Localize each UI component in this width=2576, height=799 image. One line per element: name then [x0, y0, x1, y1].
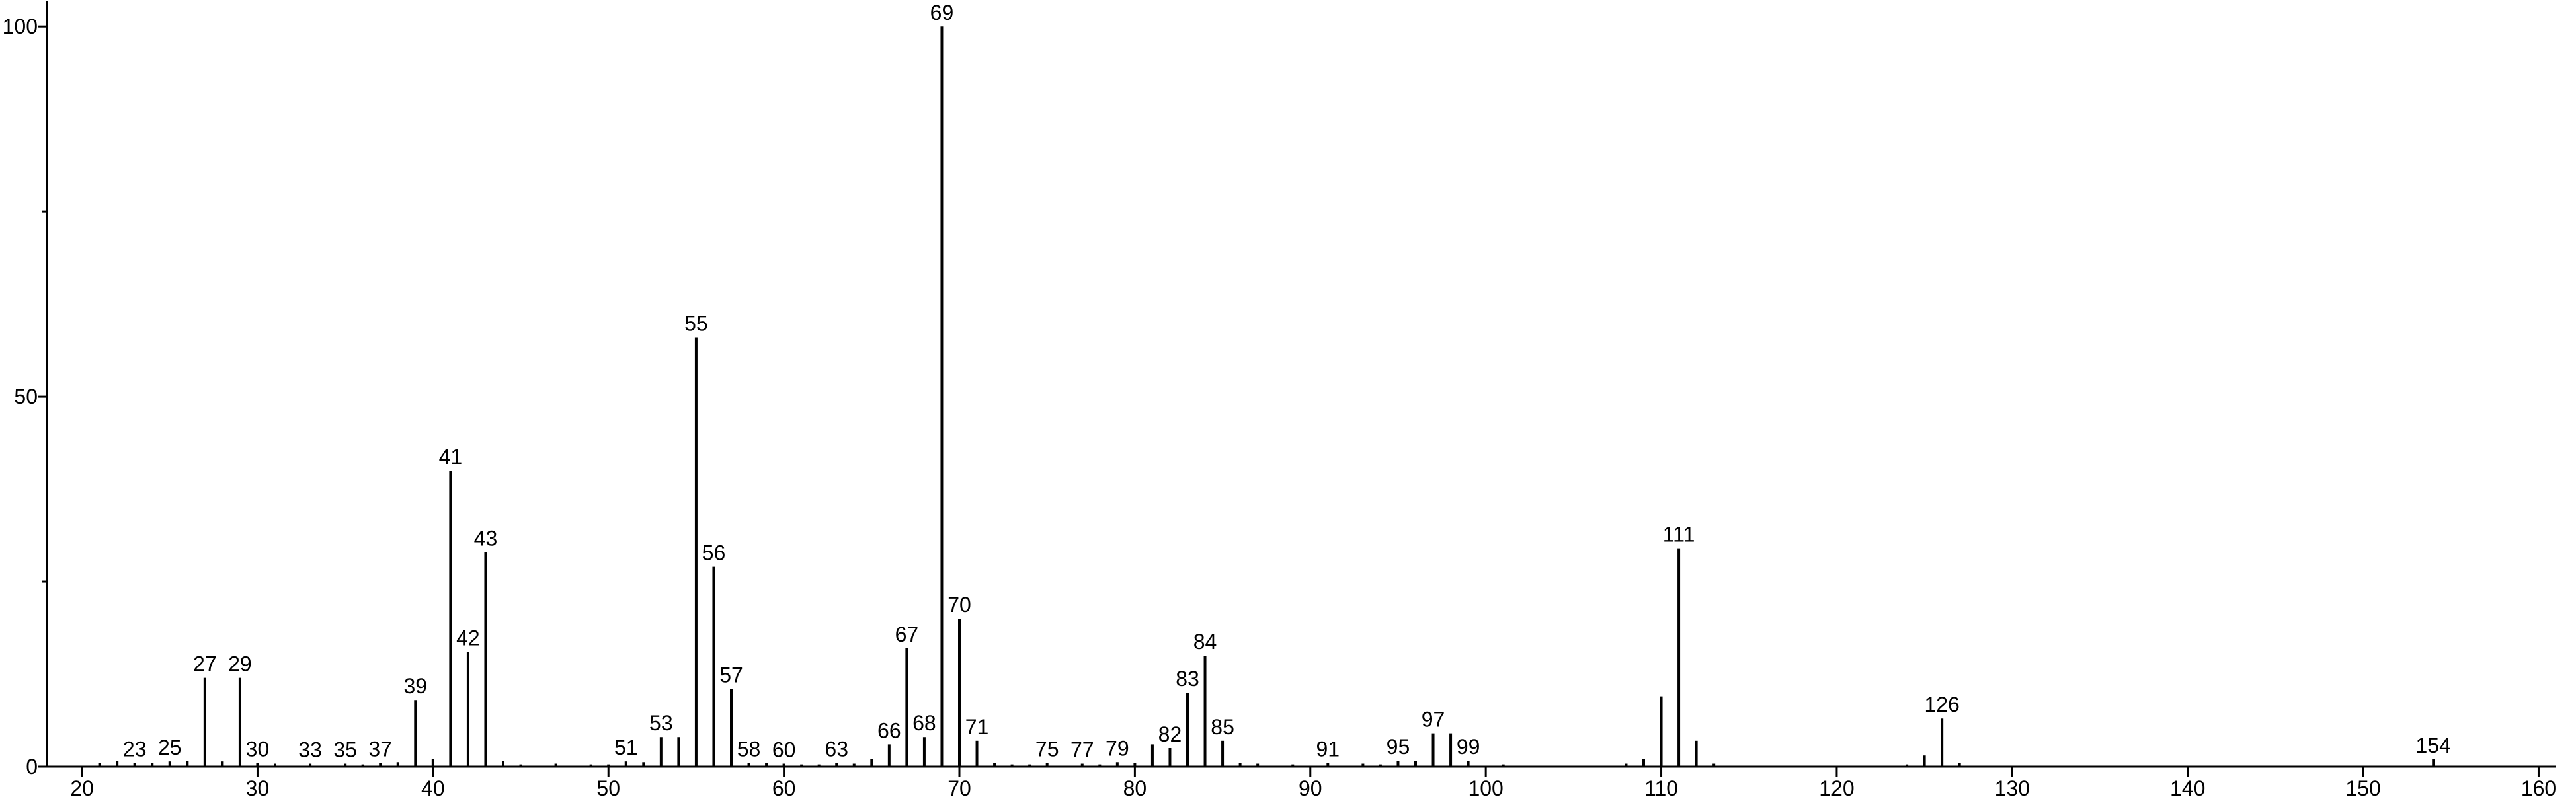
peak-label: 154	[2416, 734, 2451, 757]
x-tick-label: 60	[772, 777, 796, 799]
x-tick-label: 30	[246, 777, 270, 799]
peak-label: 69	[930, 1, 954, 24]
peak-label: 29	[228, 652, 252, 676]
x-tick-label: 140	[2170, 777, 2205, 799]
peak-label: 77	[1070, 738, 1094, 762]
x-tick-label: 90	[1299, 777, 1322, 799]
peak-label: 84	[1193, 630, 1217, 654]
peak-label: 60	[772, 738, 796, 762]
peak-label: 58	[737, 737, 761, 761]
peak-label: 33	[298, 738, 322, 762]
x-tick-label: 20	[70, 777, 94, 799]
x-tick-label: 70	[947, 777, 971, 799]
peak-label: 63	[825, 737, 848, 761]
peak-label: 57	[719, 663, 743, 687]
peak-label: 83	[1176, 667, 1199, 691]
peak-label: 126	[1924, 693, 1959, 716]
x-tick-label: 150	[2345, 777, 2380, 799]
y-tick-label: 0	[26, 755, 38, 779]
peak-label: 25	[158, 736, 182, 759]
x-tick-label: 110	[1644, 777, 1678, 799]
peak-label: 42	[456, 626, 480, 650]
y-tick-label: 50	[14, 385, 38, 408]
peak-label: 27	[193, 652, 217, 676]
peak-label: 75	[1035, 737, 1059, 761]
peak-label: 55	[684, 312, 708, 336]
peak-label: 43	[474, 526, 498, 550]
peak-label: 53	[649, 711, 673, 735]
x-tick-label: 80	[1123, 777, 1147, 799]
y-tick-label: 100	[3, 15, 38, 38]
peak-label: 91	[1316, 737, 1340, 761]
x-tick-label: 40	[421, 777, 445, 799]
peak-label: 35	[333, 738, 357, 762]
peak-label: 68	[912, 711, 936, 735]
peak-label: 30	[246, 737, 270, 761]
x-tick-label: 50	[596, 777, 620, 799]
x-tick-label: 160	[2521, 777, 2556, 799]
peak-label: 51	[614, 736, 638, 759]
peak-label: 39	[404, 674, 428, 698]
peak-label: 79	[1106, 736, 1129, 760]
x-tick-label: 120	[1819, 777, 1854, 799]
peak-label: 70	[947, 593, 971, 617]
peak-label: 66	[877, 718, 901, 742]
peak-label: 56	[702, 541, 726, 565]
peak-label: 99	[1457, 735, 1480, 759]
peak-label: 67	[895, 623, 919, 646]
peak-label: 37	[368, 737, 392, 761]
peak-label: 97	[1422, 708, 1445, 732]
peak-label: 23	[123, 737, 147, 761]
peak-label: 95	[1387, 735, 1410, 759]
peak-label: 71	[965, 715, 989, 739]
peak-label: 82	[1158, 722, 1182, 746]
x-tick-label: 100	[1468, 777, 1503, 799]
peak-label: 41	[439, 445, 463, 469]
x-tick-label: 130	[1995, 777, 2030, 799]
peak-label: 85	[1211, 715, 1234, 739]
peak-label: 111	[1663, 523, 1695, 547]
